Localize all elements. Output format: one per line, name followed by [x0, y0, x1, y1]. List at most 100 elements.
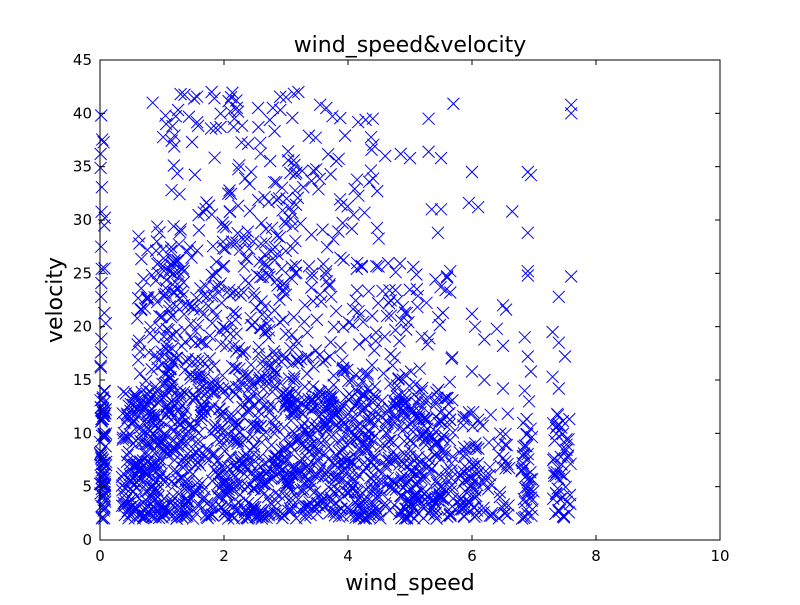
data-point: [286, 219, 299, 233]
data-point: [172, 265, 185, 279]
data-point: [189, 435, 203, 449]
x-tick-label: 4: [343, 547, 353, 565]
data-point: [224, 105, 237, 118]
data-point: [389, 265, 403, 279]
data-point: [389, 283, 402, 297]
data-point: [352, 509, 366, 523]
data-point: [361, 367, 374, 380]
data-point: [136, 496, 150, 510]
data-point: [154, 453, 167, 466]
data-point: [259, 375, 273, 388]
data-point: [239, 273, 252, 287]
data-point: [267, 175, 281, 189]
data-point: [209, 309, 223, 323]
data-point: [158, 253, 172, 267]
data-point: [298, 439, 312, 453]
data-point: [362, 414, 376, 428]
data-point: [245, 387, 258, 401]
data-point: [371, 296, 385, 310]
data-point: [123, 468, 137, 482]
data-point: [227, 435, 241, 449]
data-point: [332, 445, 346, 458]
data-point: [515, 512, 529, 525]
data-point: [199, 202, 213, 216]
data-point: [559, 480, 572, 494]
data-point: [357, 495, 371, 509]
data-point: [296, 180, 310, 194]
data-point: [139, 465, 153, 479]
data-point: [367, 453, 381, 467]
data-point: [203, 351, 217, 365]
data-point: [270, 366, 283, 379]
data-point: [347, 208, 360, 222]
data-point: [316, 257, 330, 271]
data-point: [279, 90, 293, 104]
x-tick-label: 6: [467, 547, 477, 565]
data-point: [321, 498, 334, 512]
data-point: [376, 487, 389, 501]
data-point: [379, 460, 392, 474]
data-point: [313, 465, 327, 478]
data-point: [369, 326, 383, 339]
data-point: [134, 457, 147, 470]
data-point: [433, 491, 447, 504]
data-point: [174, 87, 187, 101]
data-point: [263, 113, 277, 127]
data-point: [129, 389, 143, 403]
data-point: [173, 187, 186, 201]
data-point: [350, 262, 364, 276]
data-point: [344, 508, 358, 522]
data-point: [364, 164, 378, 177]
data-point: [447, 97, 460, 111]
data-point: [462, 196, 476, 210]
data-point: [269, 449, 283, 462]
data-point: [190, 485, 204, 499]
data-point: [335, 444, 349, 458]
data-point: [211, 286, 225, 300]
data-point: [367, 404, 381, 417]
data-point: [302, 260, 316, 273]
data-point: [132, 334, 146, 348]
data-point: [281, 144, 295, 158]
data-point: [149, 489, 163, 502]
data-point: [325, 477, 338, 491]
data-point: [273, 90, 287, 104]
chart-title: wind_speed&velocity: [294, 33, 527, 58]
data-point: [349, 474, 362, 488]
data-point: [307, 164, 320, 178]
data-point: [496, 298, 510, 312]
data-point: [332, 434, 346, 447]
data-point: [156, 130, 170, 144]
data-point: [421, 491, 435, 504]
data-point: [207, 463, 221, 476]
data-point: [282, 475, 296, 489]
data-point: [348, 399, 362, 413]
data-point: [373, 483, 387, 496]
data-point: [182, 474, 196, 488]
data-point: [116, 431, 130, 445]
data-point: [445, 352, 458, 365]
data-point: [524, 473, 537, 486]
data-point: [300, 400, 314, 414]
data-point: [265, 438, 278, 452]
data-point: [521, 226, 535, 240]
data-point: [231, 418, 244, 431]
data-point: [173, 225, 187, 239]
data-point: [429, 502, 443, 516]
data-point: [324, 395, 338, 409]
data-point: [169, 109, 183, 123]
data-point: [324, 491, 338, 505]
data-point: [552, 504, 565, 517]
data-point: [268, 382, 282, 395]
data-point: [128, 387, 142, 401]
data-point: [166, 328, 180, 342]
data-point: [295, 425, 309, 439]
data-point: [99, 439, 112, 453]
data-point: [338, 462, 352, 476]
data-point: [410, 268, 423, 281]
data-point: [157, 492, 171, 505]
data-point: [94, 393, 107, 407]
data-point: [302, 462, 316, 476]
data-point: [262, 331, 275, 345]
data-point: [477, 505, 491, 519]
